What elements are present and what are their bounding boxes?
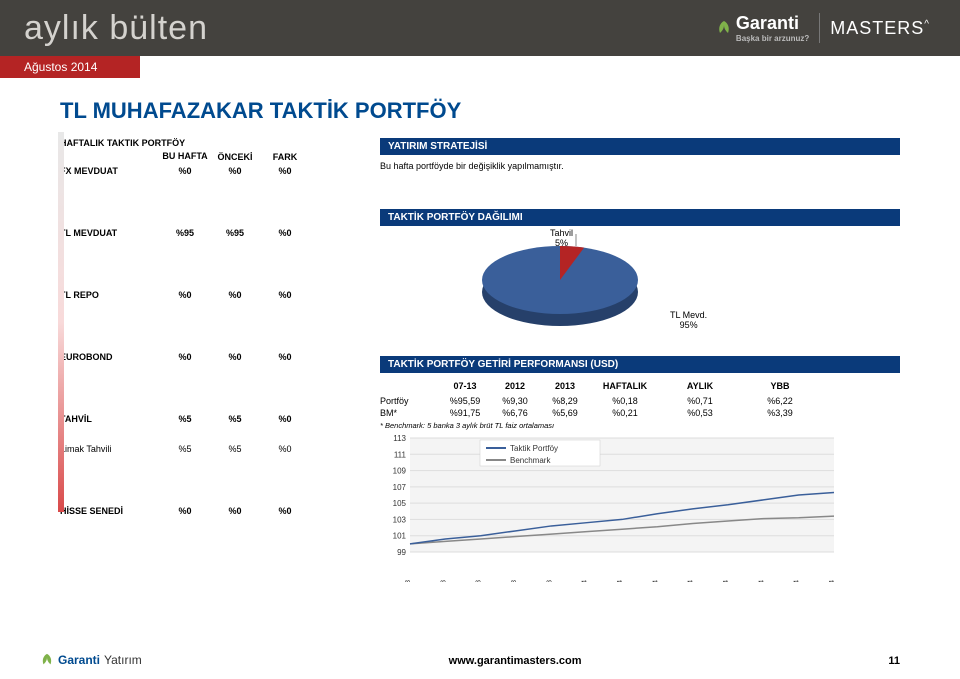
perf-title: TAKTİK PORTFÖY GETİRİ PERFORMANSI (USD): [380, 356, 900, 373]
garanti-text: Garanti: [736, 13, 799, 33]
divider: [819, 13, 820, 43]
svg-text:113: 113: [393, 434, 406, 443]
pie-slice1-pct: 5%: [555, 238, 568, 248]
line-chart-svg: 99 101 103 105 107 109 111 113 08.13 09.13 10.13 11…: [380, 432, 840, 582]
pie-title: TAKTİK PORTFÖY DAĞILIMI: [380, 209, 900, 226]
garanti-logo: Garanti Başka bir arzunuz?: [716, 13, 809, 43]
perf-table: 07-1320122013HAFTALIKAYLIKYBB Portföy%95…: [380, 377, 900, 419]
table-row: TL MEVDUAT%95%95%0: [60, 224, 360, 242]
page-title: TL MUHAFAZAKAR TAKTİK PORTFÖY: [60, 98, 900, 124]
garanti-sub: Başka bir arzunuz?: [736, 34, 809, 43]
col-fark: FARK: [260, 152, 310, 162]
footer: Garanti Yatırım www.garantimasters.com 1…: [0, 653, 960, 667]
table-row: BM*%91,75%6,76%5,69%0,21%0,53%3,39: [380, 407, 900, 419]
brand-right: Garanti Başka bir arzunuz? MASTERS^: [716, 13, 930, 43]
footer-garanti: Garanti: [58, 653, 100, 667]
perf-col-header: HAFTALIK: [590, 381, 660, 391]
left-section-title: HAFTALIK TAKTIK PORTFÖY: [60, 138, 310, 152]
svg-text:09.13: 09.13: [440, 580, 447, 582]
col-bu-hafta: BU HAFTA: [160, 152, 210, 162]
table-row: EUROBOND%0%0%0: [60, 348, 360, 366]
caret-icon: ^: [924, 19, 930, 30]
svg-text:Taktik Portföy: Taktik Portföy: [510, 444, 558, 453]
pie-label-2: TL Mevd. 95%: [670, 310, 707, 330]
perf-col-header: 2012: [490, 381, 540, 391]
svg-text:109: 109: [393, 467, 407, 476]
strategy-text: Bu hafta portföyde bir değişiklik yapılm…: [380, 155, 900, 171]
svg-text:03.14: 03.14: [652, 580, 659, 582]
svg-text:107: 107: [393, 483, 407, 492]
footer-logo: Garanti Yatırım: [40, 653, 142, 667]
svg-text:05.14: 05.14: [723, 580, 730, 582]
footer-page: 11: [888, 655, 900, 667]
svg-text:Benchmark: Benchmark: [510, 456, 551, 465]
svg-text:06.14: 06.14: [758, 580, 765, 582]
col-onceki: ÖNCEKİ: [210, 152, 260, 162]
brand-title: aylık bülten: [24, 9, 208, 48]
table-row: TL REPO%0%0%0: [60, 286, 360, 304]
svg-text:12.13: 12.13: [546, 580, 553, 582]
line-chart: 99 101 103 105 107 109 111 113 08.13 09.13 10.13 11…: [380, 432, 900, 584]
table-row: TAHVİL%5%5%0: [60, 410, 360, 428]
svg-text:111: 111: [394, 450, 407, 459]
svg-text:02.14: 02.14: [617, 580, 624, 582]
svg-text:10.13: 10.13: [476, 580, 483, 582]
leaf-icon: [40, 653, 54, 667]
perf-col-header: AYLIK: [660, 381, 740, 391]
strategy-title: YATIRIM STRATEJİSİ: [380, 138, 900, 155]
pie-slice1-label: Tahvil: [550, 228, 573, 238]
pie-chart: Tahvil 5% TL Mevd. 95%: [380, 226, 900, 356]
pie-svg: [470, 234, 650, 344]
masters-text: MASTERS: [830, 18, 924, 38]
left-table: HAFTALIK TAKTIK PORTFÖY BU HAFTA ÖNCEKİ …: [60, 138, 360, 584]
risk-bar: [58, 132, 64, 512]
perf-col-header: [380, 381, 440, 391]
footer-yatirim: Yatırım: [104, 653, 142, 667]
perf-note: * Benchmark: 5 banka 3 aylık brüt TL fai…: [380, 419, 900, 430]
leaf-icon: [716, 20, 732, 36]
perf-col-header: YBB: [740, 381, 820, 391]
svg-text:01.14: 01.14: [582, 580, 589, 582]
svg-text:105: 105: [393, 499, 407, 508]
table-row: HİSSE SENEDİ%0%0%0: [60, 502, 360, 520]
svg-text:07.14: 07.14: [829, 580, 836, 582]
svg-text:04.14: 04.14: [688, 580, 695, 582]
svg-text:07.14: 07.14: [794, 580, 801, 582]
pie-label-1: Tahvil 5%: [550, 228, 573, 248]
svg-text:103: 103: [393, 515, 407, 524]
svg-text:99: 99: [397, 548, 406, 557]
header-band: aylık bülten Garanti Başka bir arzunuz? …: [0, 0, 960, 56]
table-row: Portföy%95,59%9,30%8,29%0,18%0,71%6,22: [380, 395, 900, 407]
perf-col-header: 07-13: [440, 381, 490, 391]
table-row: FX MEVDUAT%0%0%0: [60, 162, 360, 180]
date-band: Ağustos 2014: [0, 56, 140, 78]
masters-logo: MASTERS^: [830, 18, 930, 39]
svg-text:08.13: 08.13: [405, 580, 412, 582]
svg-text:101: 101: [393, 532, 407, 541]
perf-col-header: 2013: [540, 381, 590, 391]
table-row: Limak Tahvili%5%5%0: [60, 440, 360, 458]
pie-slice2-label: TL Mevd.: [670, 310, 707, 320]
svg-text:11.13: 11.13: [511, 580, 518, 582]
right-column: YATIRIM STRATEJİSİ Bu hafta portföyde bi…: [380, 138, 900, 584]
footer-url: www.garantimasters.com: [449, 655, 582, 667]
pie-slice2-pct: 95%: [680, 320, 698, 330]
